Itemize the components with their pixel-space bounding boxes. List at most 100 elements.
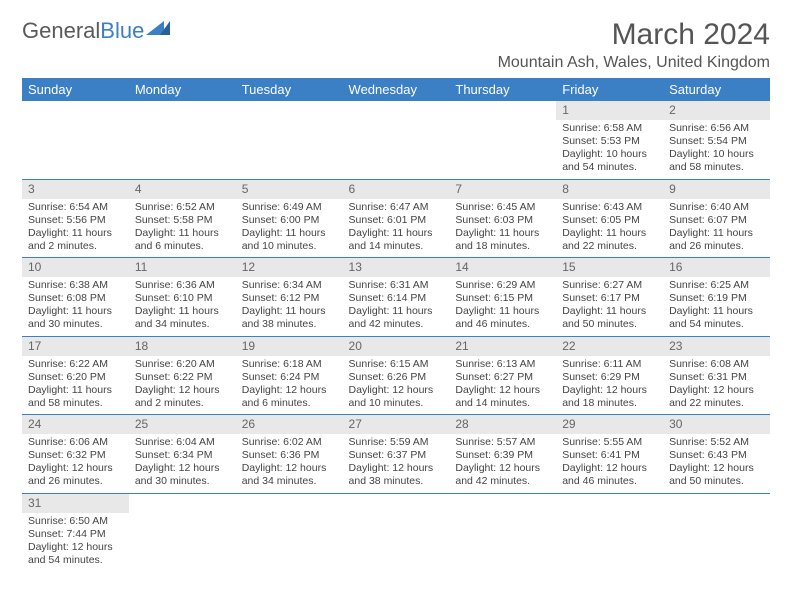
daylight-text: Daylight: 12 hours and 26 minutes. (28, 462, 123, 488)
calendar-day-cell (663, 493, 770, 571)
sunset-text: Sunset: 6:20 PM (28, 371, 123, 384)
sunrise-text: Sunrise: 6:11 AM (562, 358, 657, 371)
sunrise-text: Sunrise: 6:54 AM (28, 201, 123, 214)
calendar-week-row: 3Sunrise: 6:54 AMSunset: 5:56 PMDaylight… (22, 179, 770, 258)
day-number: 14 (449, 258, 556, 277)
day-number: 18 (129, 337, 236, 356)
day-content: Sunrise: 6:36 AMSunset: 6:10 PMDaylight:… (129, 277, 236, 336)
day-number: 21 (449, 337, 556, 356)
sunset-text: Sunset: 6:01 PM (349, 214, 444, 227)
day-number: 31 (22, 494, 129, 513)
calendar-week-row: 24Sunrise: 6:06 AMSunset: 6:32 PMDayligh… (22, 415, 770, 494)
sunset-text: Sunset: 7:44 PM (28, 528, 123, 541)
day-content: Sunrise: 6:25 AMSunset: 6:19 PMDaylight:… (663, 277, 770, 336)
daylight-text: Daylight: 12 hours and 14 minutes. (455, 384, 550, 410)
day-content: Sunrise: 6:34 AMSunset: 6:12 PMDaylight:… (236, 277, 343, 336)
sunrise-text: Sunrise: 6:52 AM (135, 201, 230, 214)
weekday-header: Sunday (22, 78, 129, 101)
calendar-day-cell (22, 101, 129, 179)
daylight-text: Daylight: 10 hours and 58 minutes. (669, 148, 764, 174)
calendar-day-cell: 25Sunrise: 6:04 AMSunset: 6:34 PMDayligh… (129, 415, 236, 494)
day-content: Sunrise: 5:59 AMSunset: 6:37 PMDaylight:… (343, 434, 450, 493)
day-number: 22 (556, 337, 663, 356)
day-number: 24 (22, 415, 129, 434)
weekday-header: Tuesday (236, 78, 343, 101)
calendar-day-cell: 18Sunrise: 6:20 AMSunset: 6:22 PMDayligh… (129, 336, 236, 415)
sunrise-text: Sunrise: 6:06 AM (28, 436, 123, 449)
day-number: 27 (343, 415, 450, 434)
sunrise-text: Sunrise: 6:08 AM (669, 358, 764, 371)
daylight-text: Daylight: 11 hours and 46 minutes. (455, 305, 550, 331)
calendar-day-cell: 21Sunrise: 6:13 AMSunset: 6:27 PMDayligh… (449, 336, 556, 415)
daylight-text: Daylight: 12 hours and 38 minutes. (349, 462, 444, 488)
day-number: 16 (663, 258, 770, 277)
day-number: 17 (22, 337, 129, 356)
calendar-day-cell: 20Sunrise: 6:15 AMSunset: 6:26 PMDayligh… (343, 336, 450, 415)
weekday-header: Monday (129, 78, 236, 101)
sunset-text: Sunset: 6:31 PM (669, 371, 764, 384)
daylight-text: Daylight: 12 hours and 22 minutes. (669, 384, 764, 410)
day-number: 13 (343, 258, 450, 277)
calendar-day-cell (343, 101, 450, 179)
daylight-text: Daylight: 12 hours and 42 minutes. (455, 462, 550, 488)
day-number: 11 (129, 258, 236, 277)
sunset-text: Sunset: 6:12 PM (242, 292, 337, 305)
daylight-text: Daylight: 12 hours and 6 minutes. (242, 384, 337, 410)
day-number: 30 (663, 415, 770, 434)
daylight-text: Daylight: 12 hours and 10 minutes. (349, 384, 444, 410)
day-number: 29 (556, 415, 663, 434)
day-number: 28 (449, 415, 556, 434)
day-number: 1 (556, 101, 663, 120)
daylight-text: Daylight: 11 hours and 26 minutes. (669, 227, 764, 253)
sunset-text: Sunset: 6:26 PM (349, 371, 444, 384)
sunrise-text: Sunrise: 6:22 AM (28, 358, 123, 371)
calendar-day-cell: 4Sunrise: 6:52 AMSunset: 5:58 PMDaylight… (129, 179, 236, 258)
daylight-text: Daylight: 12 hours and 54 minutes. (28, 541, 123, 567)
daylight-text: Daylight: 11 hours and 14 minutes. (349, 227, 444, 253)
daylight-text: Daylight: 11 hours and 22 minutes. (562, 227, 657, 253)
sunset-text: Sunset: 6:14 PM (349, 292, 444, 305)
day-content: Sunrise: 6:13 AMSunset: 6:27 PMDaylight:… (449, 356, 556, 415)
day-number: 3 (22, 180, 129, 199)
day-number: 26 (236, 415, 343, 434)
sunset-text: Sunset: 6:17 PM (562, 292, 657, 305)
day-number: 25 (129, 415, 236, 434)
calendar-day-cell: 24Sunrise: 6:06 AMSunset: 6:32 PMDayligh… (22, 415, 129, 494)
sunrise-text: Sunrise: 6:34 AM (242, 279, 337, 292)
day-content: Sunrise: 6:58 AMSunset: 5:53 PMDaylight:… (556, 120, 663, 179)
sunset-text: Sunset: 6:37 PM (349, 449, 444, 462)
weekday-header: Friday (556, 78, 663, 101)
sunrise-text: Sunrise: 6:45 AM (455, 201, 550, 214)
calendar-day-cell: 26Sunrise: 6:02 AMSunset: 6:36 PMDayligh… (236, 415, 343, 494)
sunrise-text: Sunrise: 5:59 AM (349, 436, 444, 449)
day-content: Sunrise: 6:15 AMSunset: 6:26 PMDaylight:… (343, 356, 450, 415)
sunset-text: Sunset: 6:03 PM (455, 214, 550, 227)
calendar-day-cell: 17Sunrise: 6:22 AMSunset: 6:20 PMDayligh… (22, 336, 129, 415)
daylight-text: Daylight: 12 hours and 30 minutes. (135, 462, 230, 488)
daylight-text: Daylight: 11 hours and 2 minutes. (28, 227, 123, 253)
calendar-day-cell: 15Sunrise: 6:27 AMSunset: 6:17 PMDayligh… (556, 258, 663, 337)
day-content: Sunrise: 5:57 AMSunset: 6:39 PMDaylight:… (449, 434, 556, 493)
day-content: Sunrise: 6:22 AMSunset: 6:20 PMDaylight:… (22, 356, 129, 415)
sunrise-text: Sunrise: 6:27 AM (562, 279, 657, 292)
day-number: 6 (343, 180, 450, 199)
sunrise-text: Sunrise: 6:15 AM (349, 358, 444, 371)
day-content: Sunrise: 6:06 AMSunset: 6:32 PMDaylight:… (22, 434, 129, 493)
day-content: Sunrise: 6:56 AMSunset: 5:54 PMDaylight:… (663, 120, 770, 179)
sunrise-text: Sunrise: 6:40 AM (669, 201, 764, 214)
calendar-day-cell (236, 493, 343, 571)
sunrise-text: Sunrise: 6:04 AM (135, 436, 230, 449)
calendar-body: 1Sunrise: 6:58 AMSunset: 5:53 PMDaylight… (22, 101, 770, 571)
calendar-week-row: 31Sunrise: 6:50 AMSunset: 7:44 PMDayligh… (22, 493, 770, 571)
daylight-text: Daylight: 11 hours and 30 minutes. (28, 305, 123, 331)
sunset-text: Sunset: 5:53 PM (562, 135, 657, 148)
day-content: Sunrise: 6:11 AMSunset: 6:29 PMDaylight:… (556, 356, 663, 415)
calendar-day-cell: 5Sunrise: 6:49 AMSunset: 6:00 PMDaylight… (236, 179, 343, 258)
location: Mountain Ash, Wales, United Kingdom (498, 54, 770, 72)
sunrise-text: Sunrise: 6:18 AM (242, 358, 337, 371)
header: GeneralBlue March 2024 Mountain Ash, Wal… (22, 18, 770, 72)
calendar-day-cell: 2Sunrise: 6:56 AMSunset: 5:54 PMDaylight… (663, 101, 770, 179)
day-number: 2 (663, 101, 770, 120)
calendar-day-cell: 11Sunrise: 6:36 AMSunset: 6:10 PMDayligh… (129, 258, 236, 337)
weekday-header: Saturday (663, 78, 770, 101)
